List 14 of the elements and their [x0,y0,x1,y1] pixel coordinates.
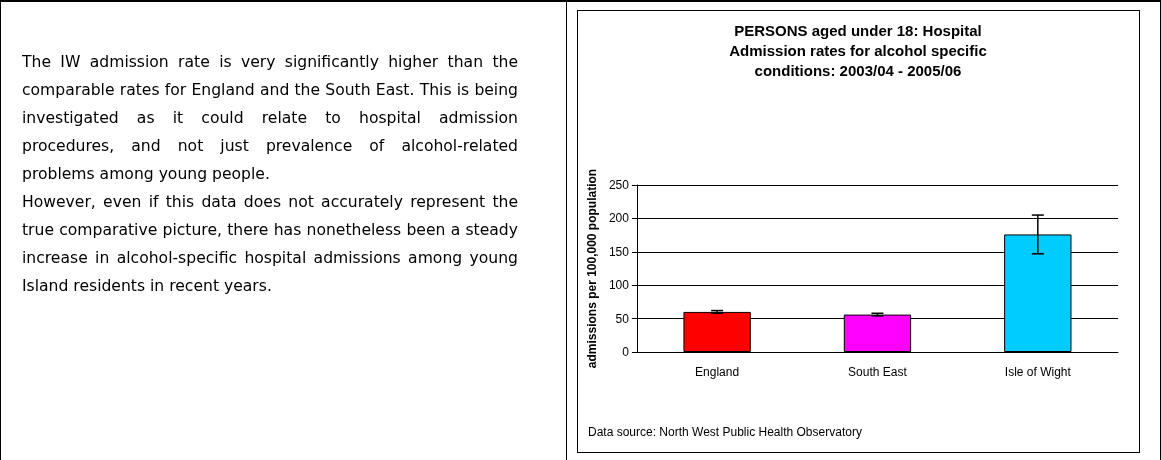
y-tick-label: 250 [608,178,630,192]
y-tick-label: 0 [622,345,630,359]
y-tick-label: 50 [615,311,630,326]
y-tick-label: 200 [608,211,630,226]
chart-title: PERSONS aged under 18: Hospital Admission rates for alcohol specific conditions: 2003/04 - 2005/06 [728,21,988,81]
source-note: Data source: North West Public Health Observatory [588,425,862,439]
text: However, even if this data does not accurately represent the true comparative picture, there has nonetheless been a steady increase in alcohol-specific hospital admissions among young Island residents in recent years. [22,192,518,297]
y-tick-label: 100 [608,278,630,293]
y-tick-label: 150 [608,244,630,259]
x-tick-label: England [695,365,740,379]
y-axis-title: admissions per 100,000 population [585,168,599,369]
text: The IW admission rate is very significantly higher than the comparable rates for England and the South East. This is being investigated as it could relate to hospital admission procedures, and not just prevalence of alcohol-related problems among young people. [22,52,518,185]
x-tick-label: Isle of Wight [1004,365,1072,379]
x-tick-label: South East [848,365,908,379]
